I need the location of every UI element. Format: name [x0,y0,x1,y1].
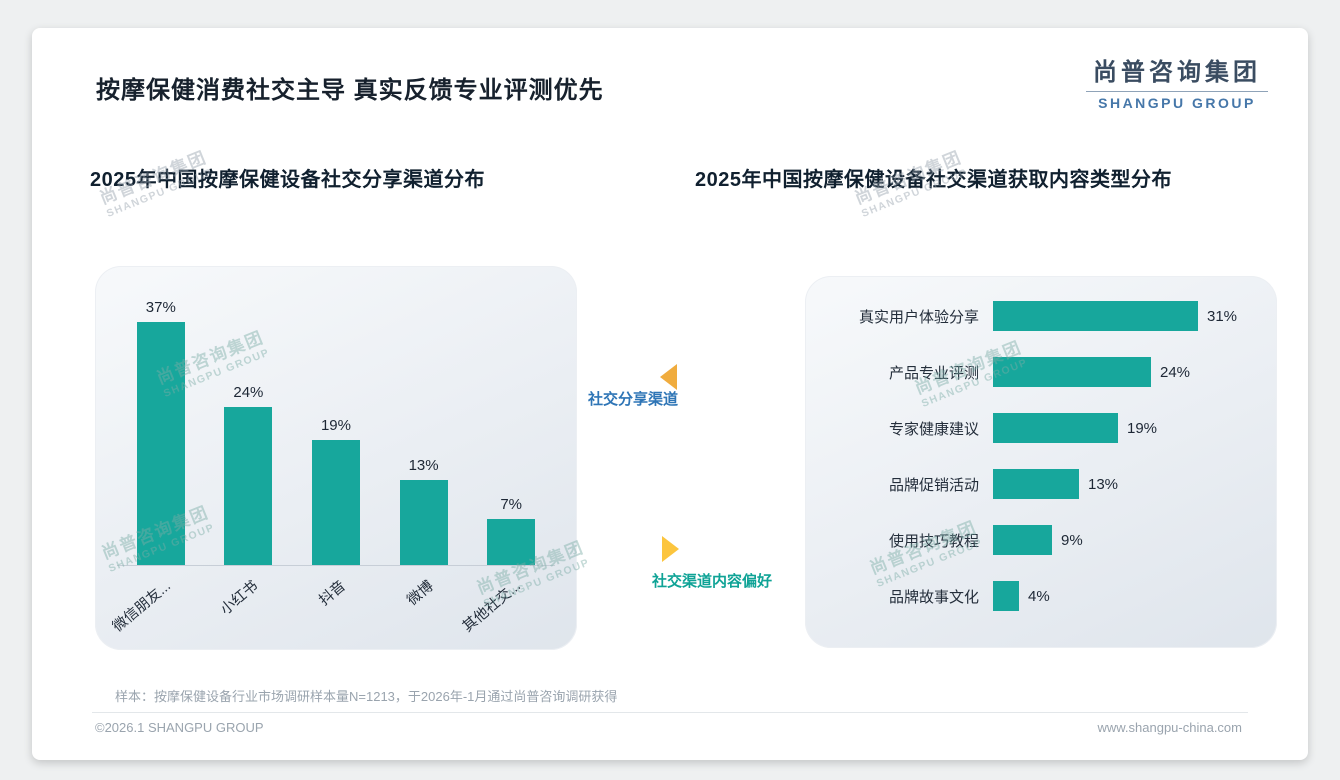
hbar-row: 品牌故事文化 4% [827,568,1259,624]
bar-value-label: 24% [233,384,264,401]
brand-logo-en: SHANGPU GROUP [1098,95,1256,111]
x-axis-label: 小红书 [217,578,262,619]
left-chart-panel: 37% 微信朋友... 24% 小红书 19% 抖音 13% 微博 7% 其他社交... [95,266,577,650]
x-axis-label: 其他社交... [460,578,525,636]
bar-value-label: 4% [1028,587,1050,605]
bar-value-label: 19% [320,417,351,434]
y-axis-label: 专家健康建议 [888,420,979,438]
footer-copyright: ©2026.1 SHANGPU GROUP [95,720,264,735]
bar [311,440,360,565]
bar-group: 19% 抖音 [311,417,360,609]
bar [136,322,185,565]
footer-website: www.shangpu-china.com [1097,720,1242,735]
footer: ©2026.1 SHANGPU GROUP www.shangpu-china.… [95,720,1242,735]
bar-value-label: 24% [1160,363,1191,381]
x-axis-label: 微信朋友... [109,578,174,636]
y-axis-label: 使用技巧教程 [888,532,979,550]
sample-note: 样本：按摩保健设备行业市场调研样本量N=1213，于2026年-1月通过尚普咨询… [115,689,618,704]
hbar-row: 真实用户体验分享 31% [827,288,1259,344]
annotation-share-channels: 社交分享渠道 [588,391,679,408]
triangle-left-icon [660,364,677,390]
page-title: 按摩保健消费社交主导 真实反馈专业评测优先 [96,77,604,104]
y-axis-label: 真实用户体验分享 [858,308,979,326]
triangle-right-icon [662,536,679,562]
bar-group: 37% 微信朋友... [110,299,185,635]
right-chart-title: 2025年中国按摩保健设备社交渠道获取内容类型分布 [695,169,1172,191]
hbar-row: 专家健康建议 19% [827,400,1259,456]
right-chart-rows: 真实用户体验分享 31% 产品专业评测 24% 专家健康建议 19% 品牌促销活动 13% 使用… [827,288,1259,624]
bar-value-label: 31% [1207,307,1238,325]
bar-group: 13% 微博 [399,457,448,609]
bar-group: 7% 其他社交... [460,496,536,635]
y-axis-label: 品牌故事文化 [888,588,979,606]
bar [487,519,536,565]
bar [993,469,1079,499]
footer-divider [92,712,1248,713]
x-axis-label: 微博 [403,578,437,609]
bar [993,525,1052,555]
hbar-row: 品牌促销活动 13% [827,456,1259,512]
bar-value-label: 13% [1088,475,1119,493]
bar [993,357,1151,387]
hbar-row: 使用技巧教程 9% [827,512,1259,568]
bar [399,480,448,565]
left-chart-title: 2025年中国按摩保健设备社交分享渠道分布 [90,169,485,191]
slide-card: 按摩保健消费社交主导 真实反馈专业评测优先 尚普咨询集团 SHANGPU GRO… [32,28,1308,760]
bar-value-label: 9% [1061,531,1083,549]
brand-logo-divider [1086,91,1268,92]
left-chart-plot: 37% 微信朋友... 24% 小红书 19% 抖音 13% 微博 7% 其他社交... [110,266,555,635]
bar-value-label: 13% [408,457,439,474]
bar-group: 24% 小红书 [218,384,273,618]
brand-logo: 尚普咨询集团 SHANGPU GROUP [1084,52,1270,111]
bar-value-label: 19% [1127,419,1158,437]
brand-logo-cn: 尚普咨询集团 [1093,59,1261,86]
right-chart-panel: 真实用户体验分享 31% 产品专业评测 24% 专家健康建议 19% 品牌促销活动 13% 使用… [805,276,1277,648]
bar [993,581,1019,611]
bar [224,407,273,565]
bar [993,301,1198,331]
y-axis-label: 品牌促销活动 [888,476,979,494]
y-axis-label: 产品专业评测 [888,364,979,382]
bar-value-label: 37% [145,299,176,316]
bar-value-label: 7% [500,496,523,513]
bar [993,413,1118,443]
hbar-row: 产品专业评测 24% [827,344,1259,400]
x-axis-label: 抖音 [316,578,349,609]
annotation-content-preference: 社交渠道内容偏好 [652,573,773,590]
